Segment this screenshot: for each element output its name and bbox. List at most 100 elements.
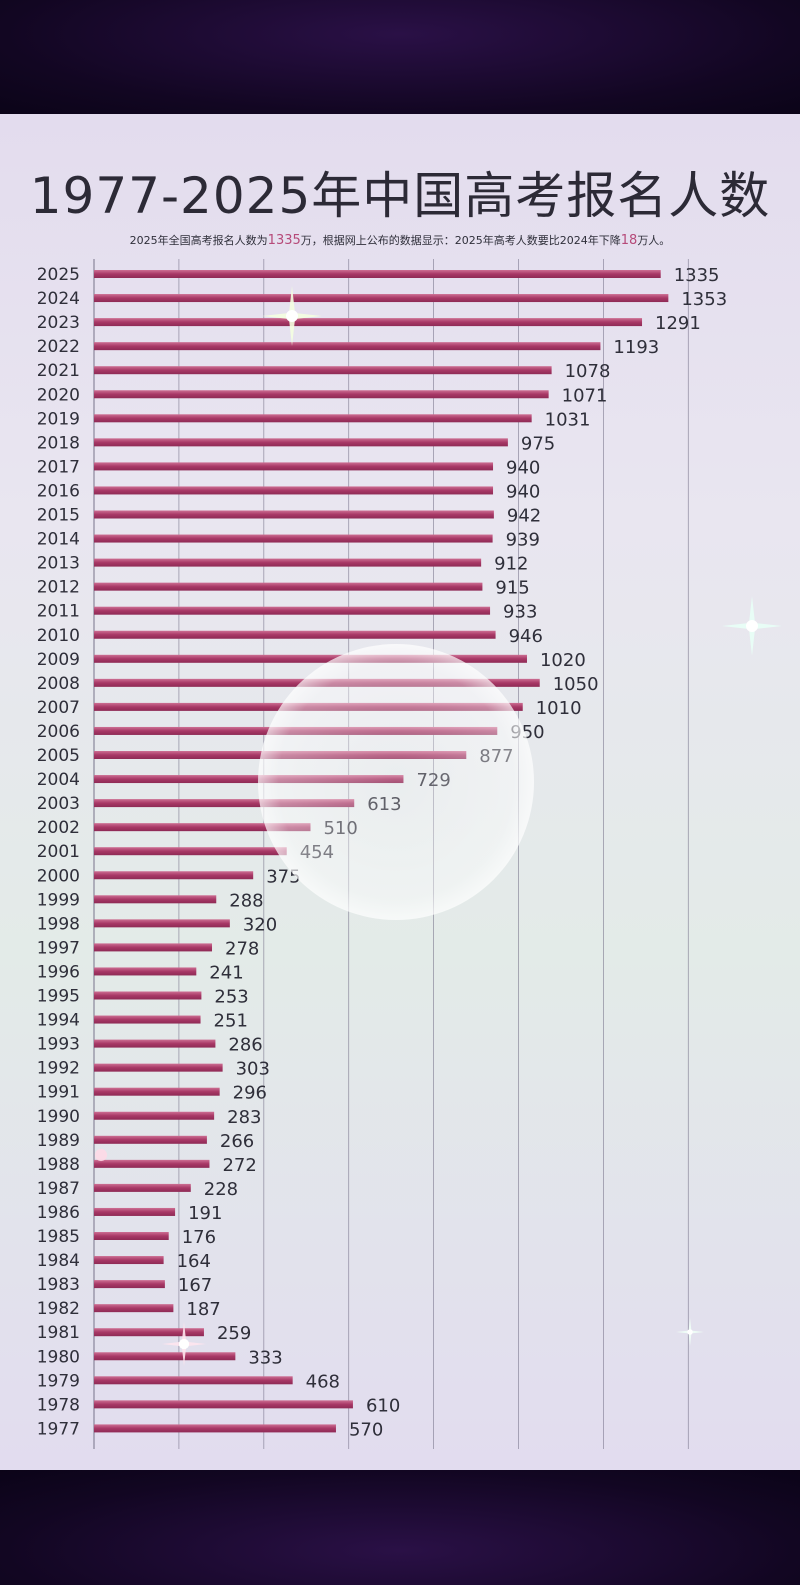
- bar-2010: [94, 630, 496, 639]
- value-label-2022: 1193: [613, 337, 659, 358]
- bar-1979: [94, 1376, 293, 1385]
- category-label-1993: 1993: [37, 1035, 80, 1055]
- category-label-1991: 1991: [37, 1083, 80, 1103]
- category-label-1979: 1979: [37, 1371, 80, 1391]
- bar-2003: [94, 799, 355, 808]
- bar-1993: [94, 1039, 216, 1048]
- chart-subtitle: 2025年全国高考报名人数为1335万，根据网上公布的数据显示：2025年高考人…: [0, 232, 800, 248]
- bar-1978: [94, 1400, 353, 1409]
- bar-2023: [94, 318, 643, 327]
- bar-2024: [94, 294, 669, 303]
- category-label-2016: 2016: [37, 481, 80, 501]
- value-label-1987: 228: [204, 1179, 238, 1200]
- category-label-2012: 2012: [37, 578, 80, 598]
- bar-2013: [94, 558, 482, 567]
- value-label-1982: 187: [186, 1299, 220, 1320]
- value-label-2014: 939: [506, 530, 540, 551]
- value-label-1991: 296: [233, 1083, 267, 1104]
- value-label-2024: 1353: [681, 289, 727, 310]
- bar-1992: [94, 1063, 223, 1072]
- category-label-1980: 1980: [37, 1347, 80, 1367]
- category-label-1998: 1998: [37, 914, 80, 934]
- value-label-2007: 1010: [536, 698, 582, 719]
- value-label-1981: 259: [217, 1323, 251, 1344]
- bar-1996: [94, 967, 197, 976]
- value-label-2017: 940: [506, 457, 540, 478]
- category-label-1992: 1992: [37, 1059, 80, 1079]
- subtitle-highlight-1: 1335: [267, 233, 301, 248]
- value-label-1978: 610: [366, 1395, 400, 1416]
- category-label-2006: 2006: [37, 722, 80, 742]
- subtitle-highlight-2: 18: [620, 233, 638, 248]
- bar-1984: [94, 1256, 164, 1265]
- category-label-1981: 1981: [37, 1323, 80, 1343]
- bottom-dark-band: [0, 1470, 800, 1585]
- value-label-2013: 912: [494, 554, 528, 575]
- value-label-2021: 1078: [565, 361, 611, 382]
- category-label-1984: 1984: [37, 1251, 80, 1271]
- category-label-2008: 2008: [37, 674, 80, 694]
- category-label-2025: 2025: [37, 265, 80, 285]
- value-label-2023: 1291: [655, 313, 701, 334]
- value-label-1992: 303: [236, 1059, 270, 1080]
- bar-1977: [94, 1424, 336, 1433]
- bar-2019: [94, 414, 532, 423]
- bar-1987: [94, 1183, 191, 1192]
- bar-1990: [94, 1111, 215, 1120]
- bar-2014: [94, 534, 493, 543]
- category-label-1987: 1987: [37, 1179, 80, 1199]
- bar-chart: 2025 2024 2023 2022 2021 2020 2019 2018 2017 2016…: [37, 259, 727, 1449]
- category-label-2019: 2019: [37, 409, 80, 429]
- bar-1998: [94, 919, 230, 928]
- category-label-2022: 2022: [37, 337, 80, 357]
- value-label-2020: 1071: [562, 385, 608, 406]
- value-label-1984: 164: [177, 1251, 211, 1272]
- bar-1991: [94, 1087, 220, 1096]
- category-label-2020: 2020: [37, 385, 80, 405]
- bar-2025: [94, 270, 661, 278]
- value-label-1983: 167: [178, 1275, 212, 1296]
- category-label-2023: 2023: [37, 313, 80, 333]
- category-label-1996: 1996: [37, 962, 80, 982]
- bar-2016: [94, 486, 494, 495]
- category-label-2011: 2011: [37, 602, 80, 622]
- bar-2022: [94, 342, 601, 351]
- bar-1989: [94, 1135, 207, 1144]
- value-label-1986: 191: [188, 1203, 222, 1224]
- value-label-1997: 278: [225, 938, 259, 959]
- bar-2020: [94, 390, 549, 399]
- bar-1981: [94, 1328, 204, 1337]
- bar-2001: [94, 847, 287, 856]
- bar-2021: [94, 366, 552, 375]
- category-label-1995: 1995: [37, 987, 80, 1007]
- category-label-2014: 2014: [37, 530, 80, 550]
- category-label-2002: 2002: [37, 818, 80, 838]
- bar-2000: [94, 871, 254, 880]
- category-label-1982: 1982: [37, 1299, 80, 1319]
- bar-1985: [94, 1232, 169, 1240]
- chart-panel: 1977-2025年中国高考报名人数 2025年全国高考报名人数为1335万，根…: [0, 114, 800, 1470]
- bar-1994: [94, 1015, 201, 1024]
- category-label-2017: 2017: [37, 457, 80, 477]
- bar-1997: [94, 943, 213, 952]
- value-label-1985: 176: [182, 1227, 216, 1248]
- category-label-1999: 1999: [37, 890, 80, 910]
- category-label-1994: 1994: [37, 1011, 80, 1031]
- category-label-2009: 2009: [37, 650, 80, 670]
- category-label-1985: 1985: [37, 1227, 80, 1247]
- value-label-1993: 286: [228, 1035, 262, 1056]
- bar-1982: [94, 1304, 174, 1313]
- category-label-2013: 2013: [37, 554, 80, 574]
- value-label-2015: 942: [507, 506, 541, 527]
- bar-1988: [94, 1159, 210, 1168]
- category-label-2021: 2021: [37, 361, 80, 381]
- value-label-2010: 946: [509, 626, 543, 647]
- subtitle-text-3: 万人。: [637, 234, 671, 247]
- value-label-1979: 468: [306, 1371, 340, 1392]
- category-label-2007: 2007: [37, 698, 80, 718]
- subtitle-text-1: 2025年全国高考报名人数为: [129, 234, 268, 247]
- category-label-1983: 1983: [37, 1275, 80, 1295]
- bar-2015: [94, 510, 494, 519]
- value-label-2011: 933: [503, 602, 537, 623]
- category-label-1977: 1977: [37, 1419, 80, 1439]
